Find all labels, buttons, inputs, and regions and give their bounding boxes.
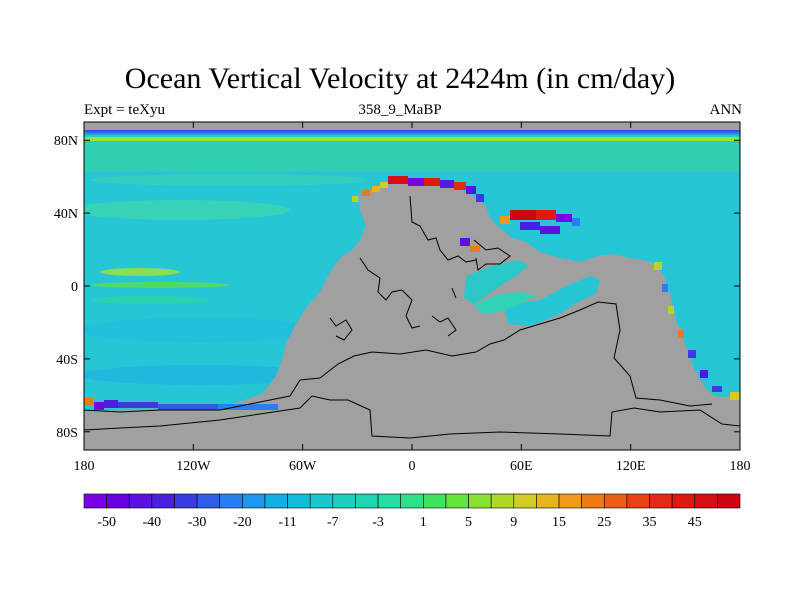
- colorbar-swatch: [513, 493, 537, 509]
- inland-sea-east: [504, 276, 600, 326]
- colorbar-label: -50: [97, 515, 116, 530]
- colorbar-swatch: [558, 493, 582, 509]
- colorbar-label: -7: [327, 515, 339, 530]
- colorbar-label: -11: [279, 515, 297, 530]
- colorbar-swatch: [377, 493, 401, 509]
- colorbar-swatch: [355, 493, 379, 509]
- colorbar: [83, 493, 741, 509]
- lon-tick-label: 180: [730, 459, 751, 474]
- north-band: [84, 142, 740, 172]
- colorbar-swatch: [264, 493, 288, 509]
- lon-tick-label: 60W: [289, 459, 317, 474]
- colorbar-labels: -50 -40 -30 -20 -11 -7 -3 1 5 9 15 25 35 45: [97, 515, 701, 530]
- lon-tick-label: 120E: [616, 459, 646, 474]
- lon-tick-label: 120W: [176, 459, 211, 474]
- lat-axis: 80N 40N 0 40S 80S: [54, 134, 740, 441]
- colorbar-label: 1: [420, 515, 427, 530]
- colorbar-swatch: [536, 493, 560, 509]
- equatorial-upwelling-3: [90, 296, 210, 304]
- inland-sea-south: [474, 292, 536, 314]
- colorbar-swatch: [83, 493, 107, 509]
- southern-band: [84, 365, 320, 385]
- equatorial-upwelling-1: [100, 268, 180, 276]
- lat-tick-label: 40N: [54, 207, 78, 222]
- colorbar-swatch: [219, 493, 243, 509]
- lat-tick-label: 80S: [56, 426, 78, 441]
- colorbar-swatch: [626, 493, 650, 509]
- colorbar-label: -30: [188, 515, 207, 530]
- colorbar-swatch: [423, 493, 447, 509]
- lon-tick-label: 60E: [510, 459, 533, 474]
- colorbar-swatch: [309, 493, 334, 509]
- lon-axis: 180 120W 60W 0 60E 120E 180: [74, 122, 751, 474]
- colorbar-swatch: [287, 493, 311, 509]
- colorbar-swatch: [400, 493, 424, 509]
- colorbar-label: 45: [688, 515, 702, 530]
- colorbar-swatch: [196, 493, 221, 509]
- colorbar-label: 15: [552, 515, 566, 530]
- colorbar-swatch: [468, 493, 492, 509]
- colorbar-swatch: [671, 493, 696, 509]
- colorbar-label: 5: [465, 515, 472, 530]
- lat-tick-label: 0: [71, 280, 78, 295]
- colorbar-label: -3: [372, 515, 384, 530]
- band-northern: [90, 174, 370, 186]
- band-midlat: [84, 200, 290, 220]
- colorbar-label: -20: [233, 515, 252, 530]
- season-label: ANN: [709, 102, 743, 118]
- lon-tick-label: 0: [409, 459, 416, 474]
- experiment-label: Expt = teXyu: [84, 102, 165, 118]
- colorbar-label: 35: [643, 515, 657, 530]
- landmass-main: [84, 182, 740, 450]
- equatorial-upwelling-2: [90, 282, 230, 288]
- coastal-cells: [84, 176, 740, 410]
- colorbar-label: 9: [510, 515, 517, 530]
- arctic-edge: [84, 137, 740, 141]
- lat-tick-label: 40S: [56, 353, 78, 368]
- colorbar-swatch: [332, 493, 356, 509]
- map-field: [84, 122, 740, 450]
- colorbar-swatch: [106, 493, 130, 509]
- arctic-strip: [84, 130, 740, 136]
- colorbar-swatch: [174, 493, 198, 509]
- inland-sea-west: [464, 260, 528, 304]
- lon-tick-label: 180: [74, 459, 95, 474]
- colorbar-swatch: [445, 493, 469, 509]
- colorbar-swatch: [717, 493, 741, 509]
- colorbar-swatch: [128, 493, 153, 509]
- colorbar-swatch: [490, 493, 515, 509]
- chart-title: Ocean Vertical Velocity at 2424m (in cm/…: [124, 62, 676, 95]
- date-label: 358_9_MaBP: [358, 102, 442, 118]
- colorbar-swatch: [151, 493, 175, 509]
- colorbar-swatch: [694, 493, 718, 509]
- colorbar-swatch: [242, 493, 266, 509]
- colorbar-label: 25: [597, 515, 611, 530]
- coastlines: [84, 195, 740, 439]
- colorbar-swatch: [581, 493, 605, 509]
- colorbar-swatch: [603, 493, 628, 509]
- southern-downwelling: [84, 318, 320, 342]
- lat-tick-label: 80N: [54, 134, 78, 149]
- colorbar-label: -40: [143, 515, 162, 530]
- colorbar-swatch: [649, 493, 673, 509]
